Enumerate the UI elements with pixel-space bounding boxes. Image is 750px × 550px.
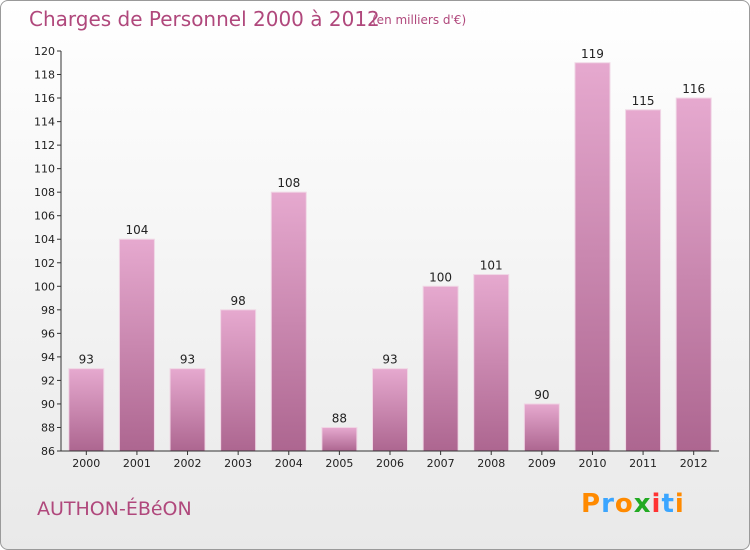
bar-2008: [473, 274, 510, 452]
value-label: 108: [277, 176, 300, 190]
value-label: 98: [231, 294, 246, 308]
logo-letter: i: [674, 489, 685, 519]
y-tick-label: 106: [34, 210, 55, 223]
y-tick-label: 102: [34, 257, 55, 270]
bar-2006: [372, 368, 408, 452]
y-tick-label: 100: [34, 280, 55, 293]
y-tick-label: 104: [34, 233, 55, 246]
logo-letter: x: [633, 489, 652, 519]
y-tick-label: 90: [41, 398, 55, 411]
x-tick-label: 2012: [680, 457, 708, 470]
x-tick-label: 2008: [477, 457, 505, 470]
bar-2003: [220, 309, 257, 452]
x-tick-label: 2001: [123, 457, 151, 470]
x-tick-label: 2006: [376, 457, 404, 470]
logo-letter: t: [661, 489, 675, 519]
x-tick-label: 2007: [427, 457, 455, 470]
y-tick-label: 94: [41, 351, 55, 364]
value-label: 100: [429, 270, 452, 284]
logo-letter: i: [651, 489, 662, 519]
value-label: 93: [382, 353, 397, 367]
logo-letter: o: [614, 489, 634, 519]
bar-2001: [118, 238, 155, 452]
bar-2004: [270, 191, 307, 452]
y-tick-label: 88: [41, 421, 55, 434]
x-tick-label: 2000: [72, 457, 100, 470]
bar-2010: [574, 62, 611, 452]
value-label: 115: [632, 94, 655, 108]
y-tick-label: 108: [34, 186, 55, 199]
proxiti-logo[interactable]: Proxiti: [581, 489, 685, 519]
bar-2011: [625, 109, 662, 452]
value-label: 93: [180, 353, 195, 367]
logo-letter: r: [601, 489, 615, 519]
bar-2000: [68, 368, 105, 452]
bar-2009: [523, 403, 560, 452]
x-tick-label: 2009: [528, 457, 556, 470]
value-label: 119: [581, 47, 604, 61]
logo-letter: P: [581, 489, 602, 519]
x-tick-label: 2010: [578, 457, 606, 470]
value-label: 101: [480, 259, 503, 273]
x-tick-label: 2005: [325, 457, 353, 470]
bar-2005: [321, 426, 358, 452]
y-tick-label: 116: [34, 92, 55, 105]
y-tick-label: 112: [34, 139, 55, 152]
y-tick-label: 86: [41, 445, 55, 458]
x-tick-label: 2011: [629, 457, 657, 470]
chart-subtitle: (en milliers d'€): [372, 13, 467, 27]
commune-name: AUTHON-ÉBéON: [37, 498, 192, 520]
value-label: 93: [79, 353, 94, 367]
x-tick-label: 2002: [174, 457, 202, 470]
value-label: 90: [534, 388, 549, 402]
value-label: 104: [125, 223, 148, 237]
y-tick-label: 114: [34, 116, 55, 129]
y-tick-label: 110: [34, 163, 55, 176]
x-tick-label: 2003: [224, 457, 252, 470]
y-tick-label: 118: [34, 69, 55, 82]
chart-title: Charges de Personnel 2000 à 2012: [29, 7, 380, 31]
y-tick-label: 96: [41, 327, 55, 340]
bar-2002: [169, 368, 206, 452]
bar-2012: [675, 97, 712, 452]
x-tick-label: 2004: [275, 457, 303, 470]
bar-2007: [422, 285, 459, 452]
value-label: 116: [682, 82, 705, 96]
y-tick-label: 92: [41, 374, 55, 387]
y-tick-label: 120: [34, 45, 55, 58]
y-tick-label: 98: [41, 304, 55, 317]
value-label: 88: [332, 411, 347, 425]
